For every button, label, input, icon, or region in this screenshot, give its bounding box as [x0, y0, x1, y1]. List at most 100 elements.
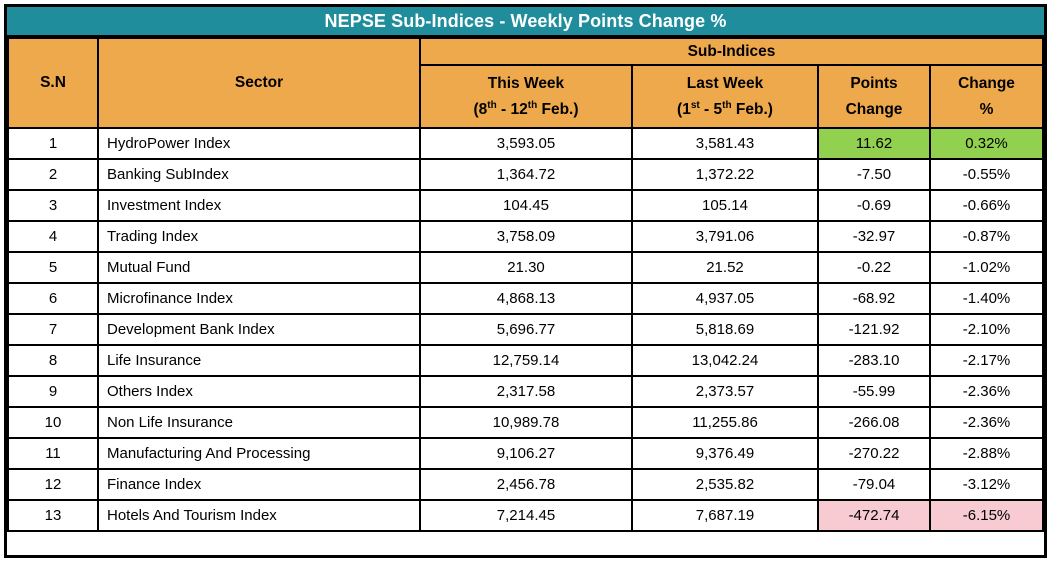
points-change-cell: -270.22 — [817, 437, 931, 470]
sub-indices-table: S.N Sector Sub-Indices This Week (8th - … — [7, 37, 1044, 532]
sn-cell: 1 — [7, 127, 99, 160]
table-row: 3 Investment Index 104.45 105.14 -0.69 -… — [7, 189, 1044, 222]
points-change-cell: -0.69 — [817, 189, 931, 222]
sn-cell: 8 — [7, 344, 99, 377]
last-week-cell: 9,376.49 — [631, 437, 819, 470]
last-week-cell: 5,818.69 — [631, 313, 819, 346]
last-week-label: Last Week — [686, 74, 764, 92]
sector-cell: Non Life Insurance — [97, 406, 421, 439]
last-week-cell: 2,535.82 — [631, 468, 819, 501]
sector-cell: Finance Index — [97, 468, 421, 501]
table-row: 12 Finance Index 2,456.78 2,535.82 -79.0… — [7, 468, 1044, 501]
change-pct-cell: -2.10% — [929, 313, 1044, 346]
col-header-sector: Sector — [97, 37, 421, 129]
this-week-cell: 4,868.13 — [419, 282, 633, 315]
this-week-cell: 10,989.78 — [419, 406, 633, 439]
col-header-last-week: Last Week (1st - 5th Feb.) — [631, 64, 819, 129]
last-week-cell: 21.52 — [631, 251, 819, 284]
sector-cell: Others Index — [97, 375, 421, 408]
last-week-dates: (1st - 5th Feb.) — [677, 99, 773, 118]
sn-cell: 6 — [7, 282, 99, 315]
this-week-cell: 12,759.14 — [419, 344, 633, 377]
table-row: 10 Non Life Insurance 10,989.78 11,255.8… — [7, 406, 1044, 439]
sector-cell: Manufacturing And Processing — [97, 437, 421, 470]
change-pct-cell: -2.17% — [929, 344, 1044, 377]
sn-cell: 4 — [7, 220, 99, 253]
sn-cell: 12 — [7, 468, 99, 501]
last-week-cell: 3,791.06 — [631, 220, 819, 253]
change-pct-cell: -1.40% — [929, 282, 1044, 315]
change-pct-cell: -2.36% — [929, 406, 1044, 439]
sector-cell: Banking SubIndex — [97, 158, 421, 191]
col-header-group-sub-indices: Sub-Indices — [419, 37, 1044, 66]
sn-cell: 9 — [7, 375, 99, 408]
last-week-cell: 105.14 — [631, 189, 819, 222]
sn-cell: 7 — [7, 313, 99, 346]
points-change-cell: -472.74 — [817, 499, 931, 532]
change-pct-cell: -1.02% — [929, 251, 1044, 284]
points-change-cell: -32.97 — [817, 220, 931, 253]
col-header-this-week: This Week (8th - 12th Feb.) — [419, 64, 633, 129]
points-change-cell: -68.92 — [817, 282, 931, 315]
change-pct-cell: -2.36% — [929, 375, 1044, 408]
table-row: 4 Trading Index 3,758.09 3,791.06 -32.97… — [7, 220, 1044, 253]
table-header: S.N Sector Sub-Indices This Week (8th - … — [7, 37, 1044, 129]
this-week-cell: 1,364.72 — [419, 158, 633, 191]
sector-cell: Investment Index — [97, 189, 421, 222]
points-change-cell: 11.62 — [817, 127, 931, 160]
this-week-cell: 3,758.09 — [419, 220, 633, 253]
sn-cell: 13 — [7, 499, 99, 532]
change-pct-cell: -2.88% — [929, 437, 1044, 470]
this-week-label: This Week — [487, 74, 565, 92]
sector-cell: Hotels And Tourism Index — [97, 499, 421, 532]
report-sheet: NEPSE Sub-Indices - Weekly Points Change… — [4, 4, 1047, 558]
table-row: 2 Banking SubIndex 1,364.72 1,372.22 -7.… — [7, 158, 1044, 191]
table-row: 6 Microfinance Index 4,868.13 4,937.05 -… — [7, 282, 1044, 315]
this-week-cell: 3,593.05 — [419, 127, 633, 160]
sector-cell: Life Insurance — [97, 344, 421, 377]
change-pct-cell: -0.66% — [929, 189, 1044, 222]
this-week-cell: 9,106.27 — [419, 437, 633, 470]
col-header-points-change: Points Change — [817, 64, 931, 129]
this-week-cell: 2,456.78 — [419, 468, 633, 501]
points-change-cell: -0.22 — [817, 251, 931, 284]
change-pct-cell: 0.32% — [929, 127, 1044, 160]
last-week-cell: 11,255.86 — [631, 406, 819, 439]
change-pct-cell: -6.15% — [929, 499, 1044, 532]
sn-cell: 5 — [7, 251, 99, 284]
sector-cell: Development Bank Index — [97, 313, 421, 346]
last-week-cell: 7,687.19 — [631, 499, 819, 532]
points-change-cell: -79.04 — [817, 468, 931, 501]
change-pct-cell: -0.87% — [929, 220, 1044, 253]
table-body: 1 HydroPower Index 3,593.05 3,581.43 11.… — [7, 127, 1044, 532]
table-row: 11 Manufacturing And Processing 9,106.27… — [7, 437, 1044, 470]
points-change-cell: -283.10 — [817, 344, 931, 377]
sector-cell: Microfinance Index — [97, 282, 421, 315]
this-week-cell: 7,214.45 — [419, 499, 633, 532]
col-header-sn: S.N — [7, 37, 99, 129]
last-week-cell: 3,581.43 — [631, 127, 819, 160]
col-header-change-pct: Change % — [929, 64, 1044, 129]
sn-cell: 3 — [7, 189, 99, 222]
page-title: NEPSE Sub-Indices - Weekly Points Change… — [7, 7, 1044, 37]
points-change-cell: -121.92 — [817, 313, 931, 346]
this-week-cell: 5,696.77 — [419, 313, 633, 346]
last-week-cell: 13,042.24 — [631, 344, 819, 377]
sector-cell: Mutual Fund — [97, 251, 421, 284]
change-pct-cell: -0.55% — [929, 158, 1044, 191]
table-row: 1 HydroPower Index 3,593.05 3,581.43 11.… — [7, 127, 1044, 160]
table-row: 7 Development Bank Index 5,696.77 5,818.… — [7, 313, 1044, 346]
points-change-cell: -7.50 — [817, 158, 931, 191]
last-week-cell: 1,372.22 — [631, 158, 819, 191]
group-header-row: S.N Sector Sub-Indices — [7, 37, 1044, 129]
this-week-cell: 21.30 — [419, 251, 633, 284]
sub-header-row: This Week (8th - 12th Feb.) Last Week (1… — [8, 64, 1044, 129]
sn-cell: 10 — [7, 406, 99, 439]
this-week-cell: 2,317.58 — [419, 375, 633, 408]
table-row: 5 Mutual Fund 21.30 21.52 -0.22 -1.02% — [7, 251, 1044, 284]
change-pct-cell: -3.12% — [929, 468, 1044, 501]
sn-cell: 2 — [7, 158, 99, 191]
last-week-cell: 2,373.57 — [631, 375, 819, 408]
sector-cell: Trading Index — [97, 220, 421, 253]
table-row: 8 Life Insurance 12,759.14 13,042.24 -28… — [7, 344, 1044, 377]
